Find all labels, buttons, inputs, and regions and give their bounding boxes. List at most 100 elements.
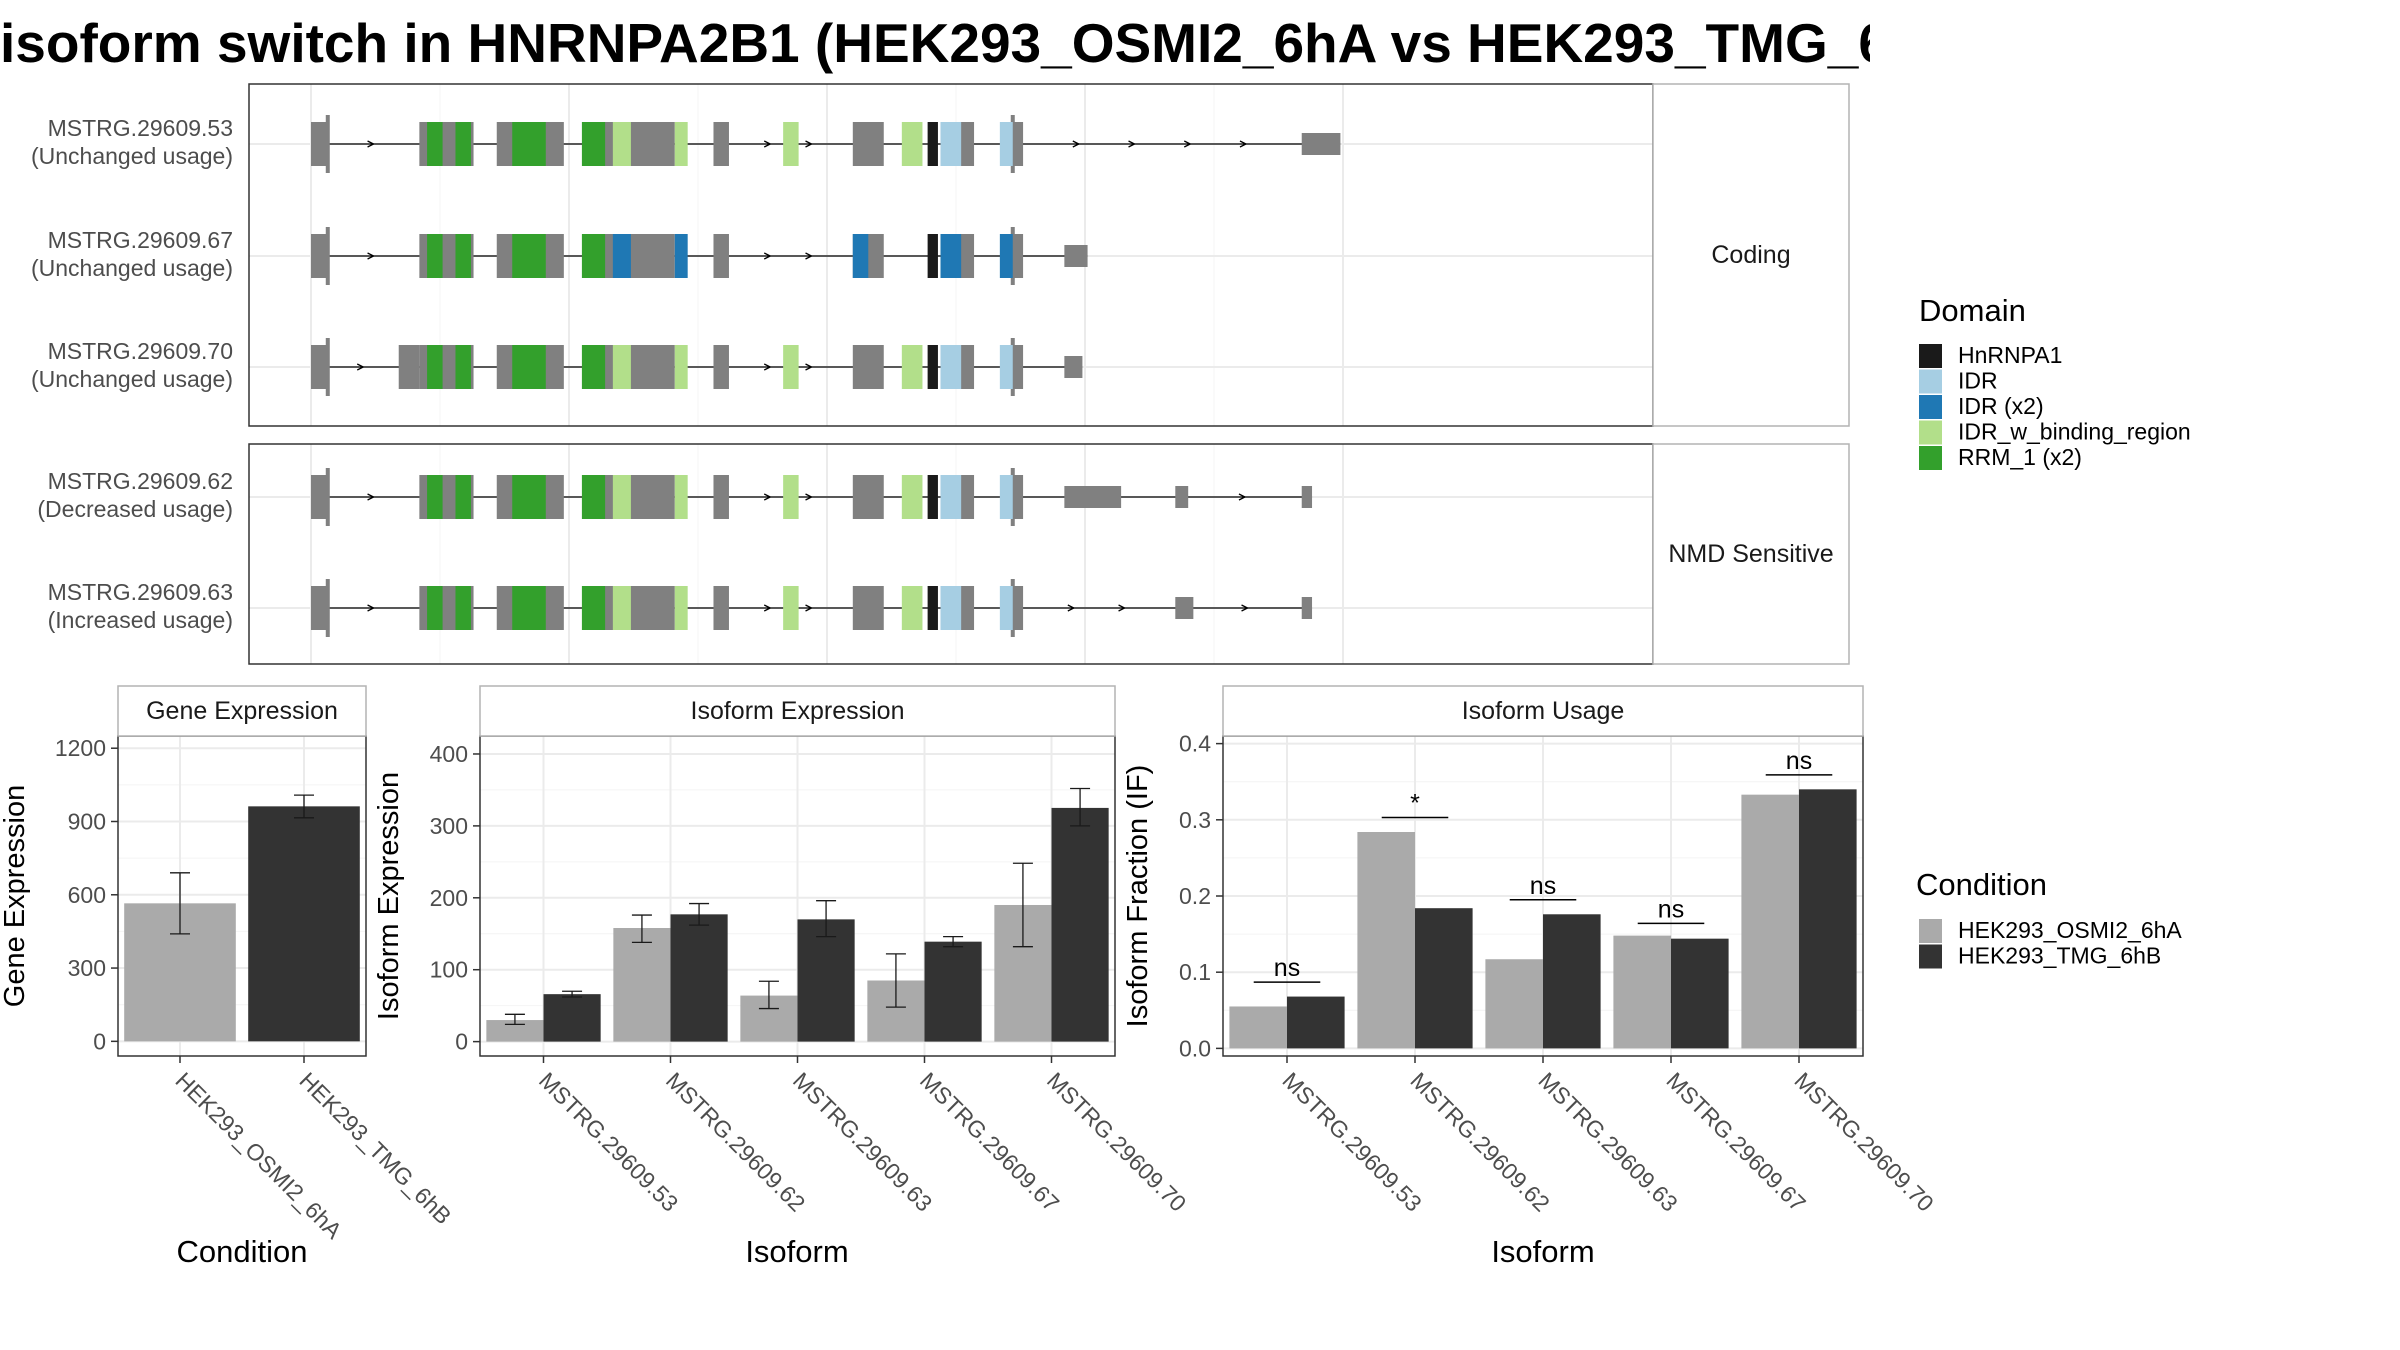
- y-tick-label: 400: [430, 741, 468, 767]
- exon: [852, 122, 884, 166]
- domain-block: [427, 234, 443, 278]
- intron-arrow: [1118, 604, 1127, 612]
- intron-arrow: [1238, 493, 1247, 501]
- x-tick-label: MSTRG.29609.62: [661, 1067, 810, 1216]
- transcript-usage-label: (Unchanged usage): [31, 255, 233, 281]
- y-tick-label: 300: [68, 955, 106, 981]
- x-axis-label: Isoform: [1491, 1234, 1594, 1269]
- domain-block: [927, 475, 938, 519]
- chart-title: Isoform Expression: [691, 697, 905, 725]
- domain-block: [927, 345, 938, 389]
- domain-block: [940, 345, 962, 389]
- x-axis-label: Condition: [177, 1234, 308, 1269]
- intron-arrow: [805, 604, 813, 612]
- intron-arrow: [763, 252, 772, 260]
- domain-legend-key: [1919, 344, 1942, 368]
- domain-block: [901, 586, 923, 630]
- x-tick-label: MSTRG.29609.67: [1661, 1067, 1810, 1216]
- intron-arrow: [1239, 140, 1248, 148]
- domain-block: [455, 345, 471, 389]
- bar: [1741, 794, 1799, 1049]
- significance-label: ns: [1274, 954, 1300, 982]
- domain-block: [783, 345, 799, 389]
- chart-strip: [1222, 685, 1864, 737]
- exon: [1012, 345, 1024, 389]
- transcript-id-label: MSTRG.29609.53: [48, 115, 233, 141]
- intron-arrow: [367, 604, 376, 612]
- domain-block: [612, 122, 631, 166]
- y-axis-label: Isoform Expression: [373, 772, 405, 1020]
- facet-strip: [1652, 83, 1850, 427]
- exon: [1301, 597, 1313, 619]
- exon: [311, 234, 328, 278]
- x-tick-label: MSTRG.29609.63: [1533, 1067, 1682, 1216]
- chart-title: Gene Expression: [146, 697, 338, 725]
- intron-arrow: [367, 140, 376, 148]
- domain-block: [612, 345, 631, 389]
- bar: [613, 928, 671, 1042]
- exon: [1012, 586, 1024, 630]
- domain-block: [674, 122, 688, 166]
- domain-legend-key: [1919, 420, 1942, 445]
- exon: [1012, 475, 1024, 519]
- exon: [852, 586, 884, 630]
- domain-block: [999, 475, 1013, 519]
- bar: [797, 919, 855, 1042]
- domain-legend-label: IDR: [1958, 368, 1998, 394]
- exon: [1064, 245, 1088, 267]
- exon: [599, 345, 675, 389]
- intron-arrow: [763, 140, 772, 148]
- exon: [1064, 356, 1083, 378]
- significance-label: ns: [1786, 747, 1812, 775]
- intron-arrow: [805, 252, 813, 260]
- chart-title: Isoform Usage: [1462, 697, 1625, 725]
- y-tick-label: 1200: [55, 735, 106, 761]
- exon: [599, 122, 675, 166]
- intron-arrow: [1241, 604, 1249, 612]
- domain-legend-key: [1919, 369, 1942, 394]
- domain-block: [674, 234, 688, 278]
- transcript-id-label: MSTRG.29609.63: [48, 579, 233, 605]
- intron-arrow: [356, 363, 365, 371]
- tss-mark: [325, 579, 330, 637]
- x-axis-label: Isoform: [745, 1234, 848, 1269]
- x-tick-label: MSTRG.29609.53: [1277, 1067, 1426, 1216]
- intron-arrow: [763, 363, 772, 371]
- domain-block: [674, 345, 688, 389]
- transcript-usage-label: (Unchanged usage): [31, 366, 233, 392]
- tss-mark: [325, 468, 330, 526]
- domain-legend-label: HnRNPA1: [1958, 342, 2062, 368]
- exon: [713, 586, 729, 630]
- domain-block: [901, 345, 923, 389]
- domain-block: [674, 586, 688, 630]
- condition-legend-title: Condition: [1916, 867, 2047, 902]
- domain-block: [940, 234, 962, 278]
- domain-block: [512, 586, 546, 630]
- y-axis-label: Isoform Fraction (IF): [1122, 765, 1154, 1028]
- intron-arrow: [805, 363, 813, 371]
- exon: [1175, 486, 1189, 508]
- x-tick-label: MSTRG.29609.67: [915, 1067, 1064, 1216]
- domain-block: [927, 122, 938, 166]
- x-tick-label: MSTRG.29609.62: [1405, 1067, 1554, 1216]
- chart-strip: [117, 685, 367, 737]
- domain-block: [427, 475, 443, 519]
- domain-block: [512, 475, 546, 519]
- domain-block: [783, 586, 799, 630]
- transcript-usage-label: (Increased usage): [48, 607, 233, 633]
- domain-block: [999, 345, 1013, 389]
- domain-block: [581, 475, 606, 519]
- domain-block: [581, 122, 606, 166]
- exon: [398, 345, 420, 389]
- condition-legend-key: [1919, 919, 1942, 943]
- bar: [1799, 789, 1857, 1049]
- intron-arrow: [367, 493, 376, 501]
- domain-legend-key: [1919, 446, 1942, 470]
- y-tick-label: 200: [430, 885, 468, 911]
- tss-mark: [325, 227, 330, 285]
- x-tick-label: MSTRG.29609.70: [1042, 1067, 1191, 1216]
- bar: [543, 994, 601, 1042]
- domain-block: [927, 586, 938, 630]
- domain-block: [612, 586, 631, 630]
